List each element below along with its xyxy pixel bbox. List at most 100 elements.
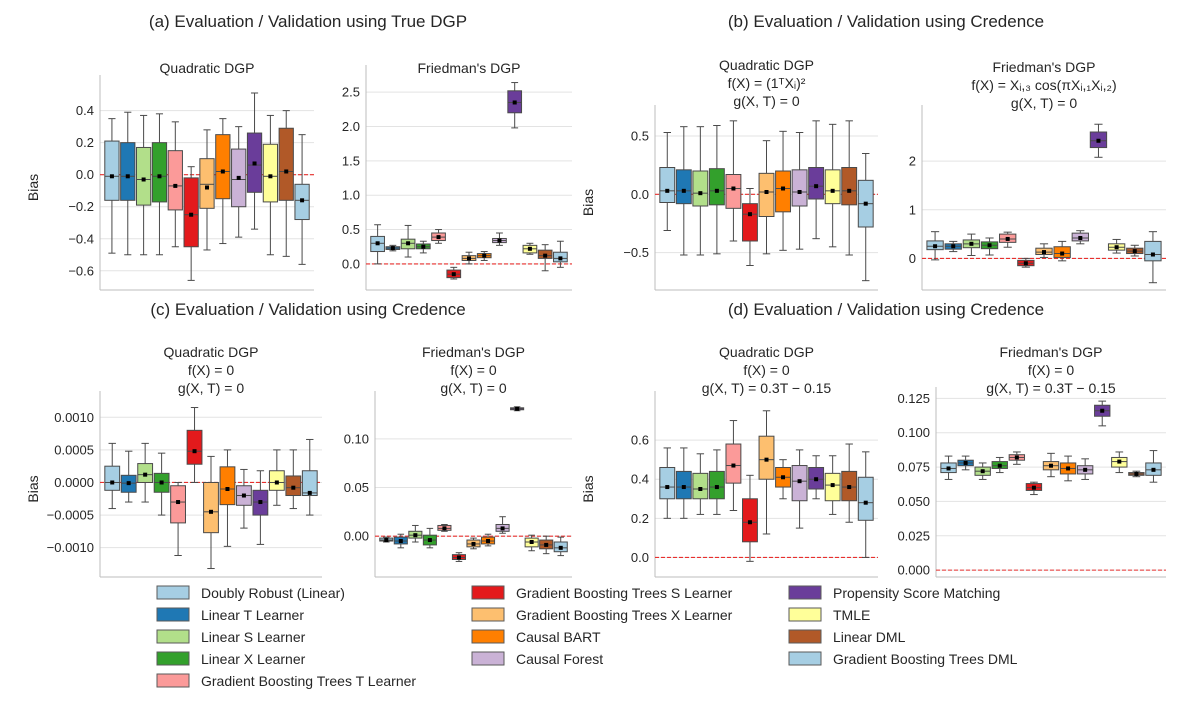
legend-label: Linear X Learner bbox=[201, 651, 306, 667]
mean-marker bbox=[291, 485, 296, 490]
mean-marker bbox=[951, 244, 956, 249]
y-tick-label: 0.050 bbox=[897, 494, 930, 509]
box-doubly-robust-linear- bbox=[370, 224, 385, 265]
mean-marker bbox=[110, 480, 115, 485]
panel-c-friedman: Friedman's DGP f(X) = 0 g(X, T) = 0 0.10 0.0… bbox=[344, 344, 572, 578]
mean-marker bbox=[1066, 466, 1071, 471]
box-gradient-boosting-trees-x-learner bbox=[758, 410, 775, 535]
y-tick-label: −0.6 bbox=[68, 263, 94, 278]
y-tick-label: 0.0 bbox=[631, 550, 649, 565]
legend-swatch bbox=[156, 629, 190, 644]
mean-marker bbox=[1042, 250, 1046, 255]
y-tick-label: 0.2 bbox=[631, 511, 649, 526]
y-tick-label: 0.5 bbox=[342, 222, 360, 237]
mean-marker bbox=[125, 174, 130, 179]
panel-title-line: f(X) = (1ᵀXᵢ)² bbox=[728, 75, 806, 91]
mean-marker bbox=[236, 175, 241, 180]
box-gradient-boosting-trees-dml bbox=[553, 240, 568, 268]
section-title-a: (a) Evaluation / Validation using True D… bbox=[149, 12, 467, 31]
mean-marker bbox=[1150, 252, 1155, 257]
mean-marker bbox=[747, 520, 752, 525]
legend-item: Gradient Boosting Trees T Learner bbox=[156, 673, 416, 689]
box-doubly-robust-linear- bbox=[659, 132, 676, 231]
legend-label: Gradient Boosting Trees S Learner bbox=[516, 585, 733, 601]
legend-label: TMLE bbox=[833, 607, 870, 623]
box-causal-forest bbox=[791, 449, 808, 529]
mean-marker bbox=[731, 186, 736, 191]
panel-d-quadratic: Quadratic DGP f(X) = 0 g(X, T) = 0.3T − 0.… bbox=[580, 344, 878, 578]
box-iqr bbox=[167, 150, 183, 211]
panel-b-friedman: Friedman's DGP f(X) = Xᵢ,₃ cos(πXᵢ,₁Xᵢ,₂)… bbox=[909, 59, 1166, 291]
mean-marker bbox=[558, 545, 563, 550]
mean-marker bbox=[830, 483, 835, 488]
mean-marker bbox=[764, 457, 769, 462]
box-iqr bbox=[120, 142, 136, 201]
y-tick-label: 0.0000 bbox=[54, 475, 94, 490]
box-iqr bbox=[675, 169, 692, 205]
panel-c-quadratic: Quadratic DGP f(X) = 0 g(X, T) = 0 0.0010 0.… bbox=[25, 344, 322, 578]
mean-marker bbox=[558, 256, 563, 261]
mean-marker bbox=[205, 185, 209, 190]
box-causal-bart bbox=[1053, 240, 1071, 262]
box-iqr bbox=[278, 127, 294, 201]
panel-title-line: g(X, T) = 0 bbox=[440, 380, 506, 396]
panel-title-line: f(X) = Xᵢ,₃ cos(πXᵢ,₁Xᵢ,₂) bbox=[971, 77, 1116, 93]
legend-swatch bbox=[471, 607, 505, 622]
legend-item: Causal BART bbox=[471, 629, 601, 645]
box-linear-dml bbox=[285, 449, 302, 510]
box-linear-t-learner bbox=[120, 111, 136, 256]
mean-marker bbox=[467, 256, 471, 261]
box-iqr bbox=[708, 168, 725, 206]
box-iqr bbox=[186, 429, 203, 465]
mean-marker bbox=[963, 460, 968, 465]
box-iqr bbox=[692, 472, 709, 500]
box-iqr bbox=[775, 170, 791, 213]
mean-marker bbox=[1151, 467, 1156, 472]
box-linear-x-learner bbox=[991, 456, 1008, 474]
box-gradient-boosting-trees-t-learner bbox=[167, 121, 183, 248]
box-causal-bart bbox=[219, 449, 236, 547]
mean-marker bbox=[1096, 138, 1101, 143]
legend-swatch bbox=[788, 629, 822, 644]
box-linear-x-learner bbox=[708, 449, 725, 515]
box-linear-t-learner bbox=[393, 533, 408, 549]
y-tick-label: −0.5 bbox=[623, 245, 649, 260]
y-tick-label: 0.00 bbox=[344, 529, 369, 544]
y-tick-label: 0 bbox=[909, 251, 916, 266]
y-tick-label: −0.0005 bbox=[47, 508, 94, 523]
box-tmle bbox=[824, 455, 841, 515]
legend-label: Gradient Boosting Trees T Learner bbox=[201, 673, 416, 689]
box-gradient-boosting-trees-x-learner bbox=[203, 455, 219, 570]
legend-label: Causal BART bbox=[516, 629, 601, 645]
box-tmle bbox=[524, 534, 539, 552]
box-gradient-boosting-trees-s-learner bbox=[742, 188, 758, 266]
box-causal-forest bbox=[495, 516, 510, 534]
mean-marker bbox=[529, 539, 534, 544]
y-tick-label: 0.6 bbox=[631, 433, 649, 448]
box-tmle bbox=[824, 123, 841, 248]
box-causal-forest bbox=[1071, 230, 1089, 245]
box-linear-t-learner bbox=[120, 450, 137, 503]
mean-marker bbox=[375, 241, 380, 246]
legend-label: Causal Forest bbox=[516, 651, 603, 667]
box-gradient-boosting-trees-dml bbox=[1145, 450, 1162, 483]
mean-marker bbox=[527, 246, 532, 251]
panel-title-line: Friedman's DGP bbox=[992, 59, 1095, 75]
box-iqr bbox=[1144, 240, 1162, 262]
panel-title-line: f(X) = 0 bbox=[743, 362, 790, 378]
mean-marker bbox=[141, 177, 146, 182]
mean-marker bbox=[1117, 459, 1122, 464]
mean-marker bbox=[1132, 249, 1137, 254]
mean-marker bbox=[486, 539, 491, 544]
mean-marker bbox=[698, 487, 703, 491]
panel-title-line: f(X) = 0 bbox=[188, 362, 235, 378]
box-gradient-boosting-trees-dml bbox=[553, 536, 568, 557]
mean-marker bbox=[781, 186, 786, 191]
y-tick-label: 0.05 bbox=[344, 480, 369, 495]
box-doubly-robust-linear- bbox=[104, 118, 120, 254]
mean-marker bbox=[933, 244, 938, 249]
box-gradient-boosting-trees-dml bbox=[857, 153, 874, 282]
box-linear-dml bbox=[841, 443, 858, 523]
legend-item: Propensity Score Matching bbox=[788, 585, 1000, 601]
